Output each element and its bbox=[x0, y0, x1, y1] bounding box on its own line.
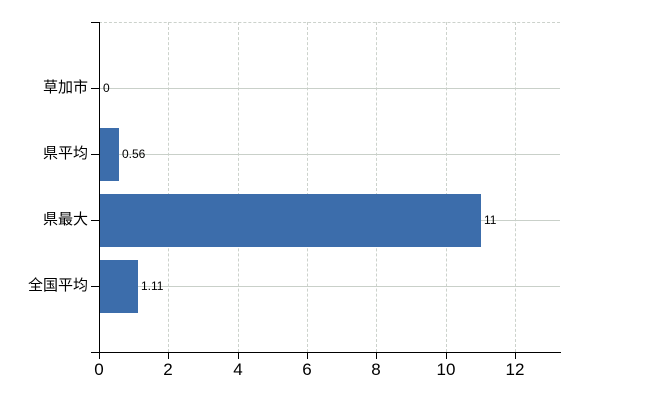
value-label: 0.56 bbox=[122, 147, 146, 161]
x-tick-label: 10 bbox=[436, 360, 456, 379]
x-tick bbox=[238, 352, 239, 359]
value-label: 0 bbox=[103, 81, 110, 95]
y-tick bbox=[91, 22, 99, 23]
bar bbox=[100, 128, 119, 181]
x-tick bbox=[307, 352, 308, 359]
y-tick bbox=[91, 88, 99, 89]
bar bbox=[100, 260, 138, 313]
vertical-gridline bbox=[376, 22, 377, 352]
vertical-gridline bbox=[446, 22, 447, 352]
vertical-gridline bbox=[168, 22, 169, 352]
x-tick bbox=[376, 352, 377, 359]
value-label: 11 bbox=[484, 213, 497, 227]
x-tick-label: 12 bbox=[505, 360, 525, 379]
x-tick bbox=[99, 352, 100, 359]
x-tick bbox=[446, 352, 447, 359]
horizontal-gridline bbox=[99, 154, 560, 155]
x-tick bbox=[515, 352, 516, 359]
y-axis-line bbox=[99, 22, 100, 353]
bar bbox=[100, 194, 481, 247]
x-tick-label: 2 bbox=[163, 360, 173, 379]
vertical-gridline bbox=[515, 22, 516, 352]
x-tick-label: 8 bbox=[371, 360, 381, 379]
y-tick bbox=[91, 286, 99, 287]
category-label: 県平均 bbox=[42, 145, 88, 162]
y-tick bbox=[91, 154, 99, 155]
category-label: 全国平均 bbox=[27, 277, 88, 294]
x-axis-line bbox=[99, 352, 561, 353]
top-boundary-gridline bbox=[99, 22, 560, 23]
horizontal-gridline bbox=[99, 286, 560, 287]
category-label: 草加市 bbox=[42, 79, 88, 96]
x-tick-label: 0 bbox=[94, 360, 104, 379]
vertical-gridline bbox=[307, 22, 308, 352]
y-tick bbox=[91, 352, 99, 353]
value-label: 1.11 bbox=[141, 279, 164, 293]
horizontal-gridline bbox=[99, 88, 560, 89]
x-tick-label: 4 bbox=[233, 360, 243, 379]
category-label: 県最大 bbox=[42, 211, 88, 228]
x-tick-label: 6 bbox=[302, 360, 312, 379]
vertical-gridline bbox=[238, 22, 239, 352]
y-tick bbox=[91, 220, 99, 221]
x-tick bbox=[168, 352, 169, 359]
